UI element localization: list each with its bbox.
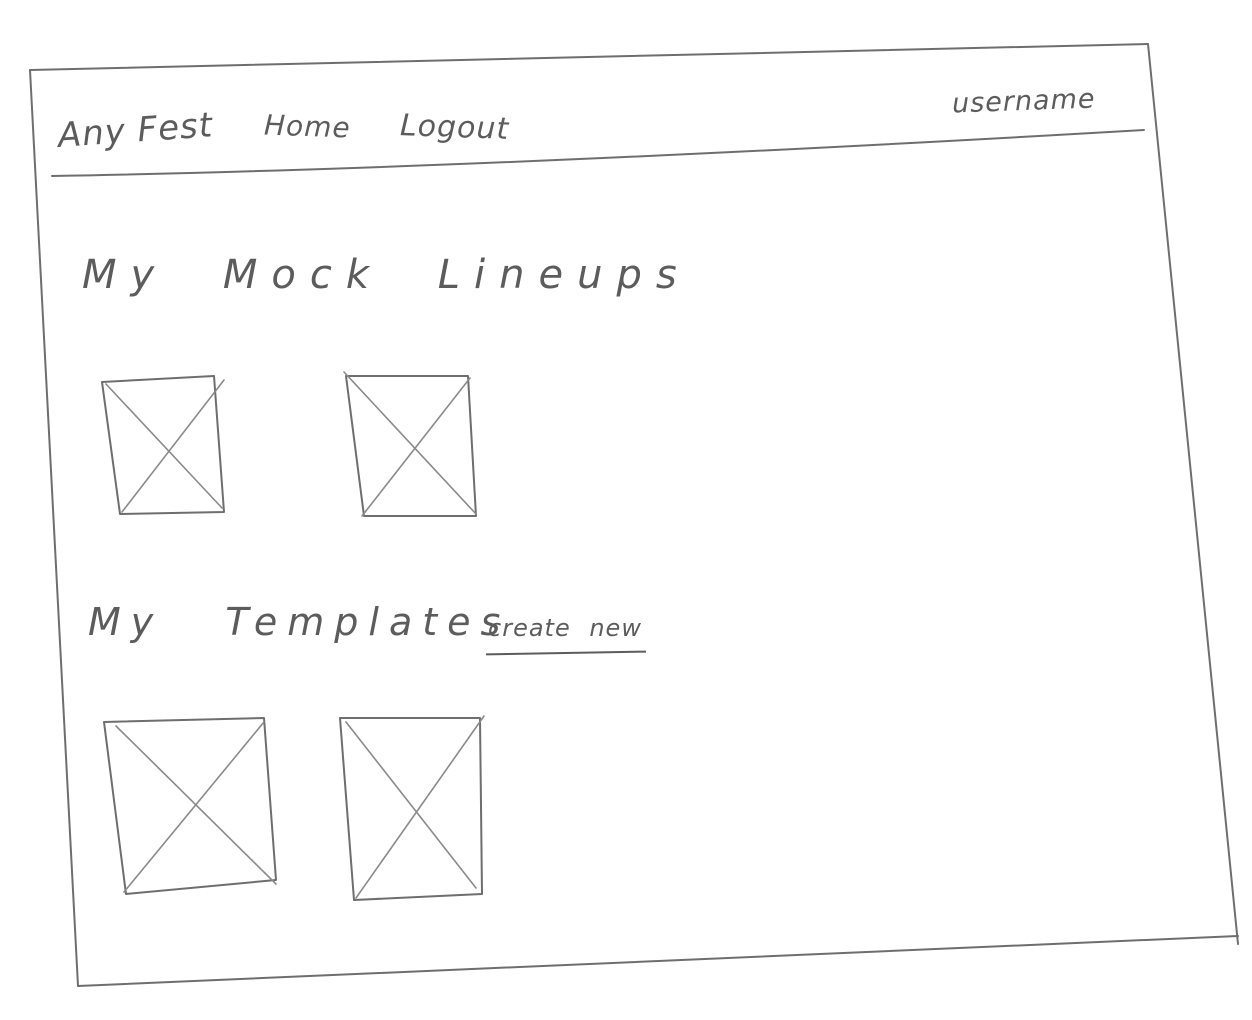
image-placeholder-icon: [339, 715, 485, 901]
template-card-1[interactable]: [100, 714, 280, 900]
username-label[interactable]: username: [951, 83, 1096, 120]
lineups-section-title: My Mock Lineups: [82, 252, 691, 298]
template-card-2[interactable]: [336, 712, 488, 906]
lineup-card-1[interactable]: [98, 372, 228, 516]
nav-home-link[interactable]: Home: [263, 108, 352, 145]
image-placeholder-icon: [103, 717, 277, 895]
create-new-link[interactable]: create new: [488, 614, 642, 642]
nav-logout-link[interactable]: Logout: [399, 108, 510, 147]
image-placeholder-icon: [101, 375, 225, 515]
image-placeholder-icon: [343, 371, 477, 517]
templates-section-title: My Templates: [88, 600, 511, 644]
lineup-card-2[interactable]: [340, 370, 482, 522]
header-divider: [51, 129, 1145, 177]
